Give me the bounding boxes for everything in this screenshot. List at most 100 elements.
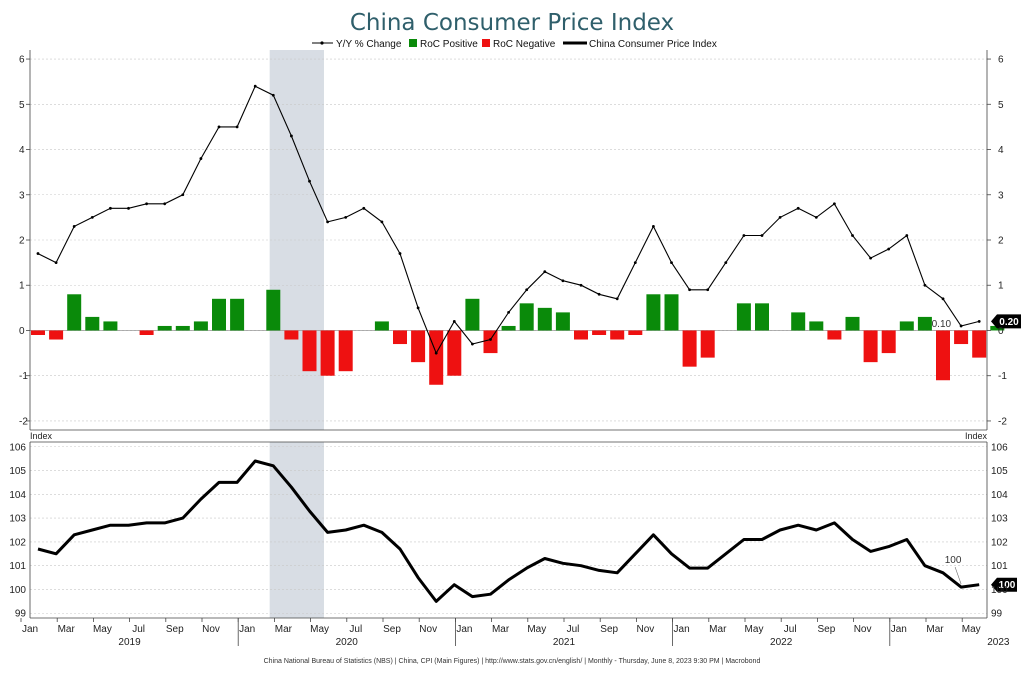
yoy-point [977,320,981,323]
yoy-point [380,220,384,224]
yoy-point [489,338,492,341]
top-left-axis-title: Index [30,431,53,441]
yoy-point [54,261,58,265]
bottom-right-tick-label: 106 [991,442,1008,453]
x-month-label: Sep [166,624,184,635]
yoy-point [959,324,963,328]
top-right-tick-label: 6 [998,55,1004,66]
yoy-point [525,288,529,292]
yoy-point [905,234,909,237]
legend-label-yoy: Y/Y % Change [336,39,402,50]
bottom-left-tick-label: 106 [9,442,26,453]
yoy-point [742,234,746,237]
roc-bar-positive [230,298,245,331]
roc-bar-negative [972,330,987,358]
bottom-right-tick-label: 102 [991,537,1008,548]
top-left-tick-label: 3 [19,190,25,201]
roc-bar-positive [175,325,190,331]
yoy-point [271,93,275,97]
yoy-point [507,310,510,314]
top-right-tick-label: 5 [998,100,1004,111]
roc-bar-positive [845,316,860,331]
roc-bar-negative [447,330,462,376]
yoy-point [109,206,112,210]
chart-title: China Consumer Price Index [350,10,674,36]
yoy-point [778,215,782,219]
roc-bar-positive [266,289,281,331]
top-left-tick-label: 6 [19,55,25,66]
yoy-point [290,134,293,138]
roc-bar-negative [429,330,444,385]
roc-bar-positive [899,321,914,331]
yoy-point [923,283,927,287]
roc-bar-negative [49,330,64,340]
top-right-tick-label: 3 [998,190,1004,201]
bottom-axes: 106 106 105 105 104 104 103 103 102 102 101 101 100 1… [9,441,1008,620]
yoy-point [652,225,655,228]
yoy-point [326,220,329,224]
x-month-label: Mar [926,624,944,635]
x-month-label: Mar [58,624,76,635]
yoy-point [688,288,691,292]
x-axis: Jan Mar May Jul Sep Nov Jan Mar May Jul Sep Nov Jan M… [20,618,1010,648]
x-month-label: May [962,624,981,635]
roc-bar-positive [465,298,480,331]
roc-bar-positive [157,325,172,331]
roc-bar-positive [537,307,552,331]
roc-bar-negative [574,330,588,340]
roc-bar-negative [954,330,969,345]
x-month-label: Nov [637,624,655,635]
x-month-label: Jan [22,624,38,635]
top-left-tick-label: 2 [19,236,25,247]
roc-bar-positive [85,316,100,331]
roc-bar-negative [411,330,426,363]
x-month-label: Sep [600,624,618,635]
x-month-label: Mar [492,624,510,635]
roc-bar-negative [827,330,842,340]
legend-swatch-roc-negative [482,39,490,47]
roc-bar-positive [193,321,208,331]
bottom-left-tick-label: 101 [9,561,26,572]
yoy-point [253,84,257,88]
yoy-point [217,125,221,129]
roc-bar-negative [682,330,697,367]
x-month-label: Jul [349,624,362,635]
roc-bars [31,289,1005,385]
x-month-label: Sep [383,624,401,635]
yoy-point [308,179,311,183]
yoy-point [452,320,456,323]
yoy-point [398,252,402,255]
yoy-last-value-tag [991,314,1021,329]
x-year-label: 2021 [553,637,576,648]
roc-bar-positive [755,303,769,331]
x-month-label: May [745,624,764,635]
bottom-left-tick-label: 104 [9,490,26,501]
roc-bar-negative [592,330,607,335]
x-month-label: Jul [784,624,797,635]
roc-bar-negative [393,330,407,345]
yoy-point [579,283,583,287]
yoy-point [90,215,94,219]
yoy-last-value-label: 0.20 [999,317,1019,328]
yoy-point [851,234,854,237]
cpi-line [37,459,980,603]
x-month-label: Sep [818,624,836,635]
x-month-label: May [310,624,329,635]
legend-label-roc-positive: RoC Positive [420,39,478,50]
roc-bar-positive [501,325,516,331]
roc-bar-positive [555,312,570,331]
roc-bar-positive [809,321,824,331]
roc-bar-positive [374,321,389,331]
yoy-point [199,157,203,160]
x-month-label: Jan [456,624,472,635]
legend-swatch-roc-positive [409,39,417,47]
yoy-point [36,252,40,255]
x-year-label: 2020 [336,637,359,648]
yoy-point [235,125,239,129]
x-month-label: Jul [132,624,145,635]
x-month-label: Jan [239,624,255,635]
x-month-label: Nov [419,624,437,635]
